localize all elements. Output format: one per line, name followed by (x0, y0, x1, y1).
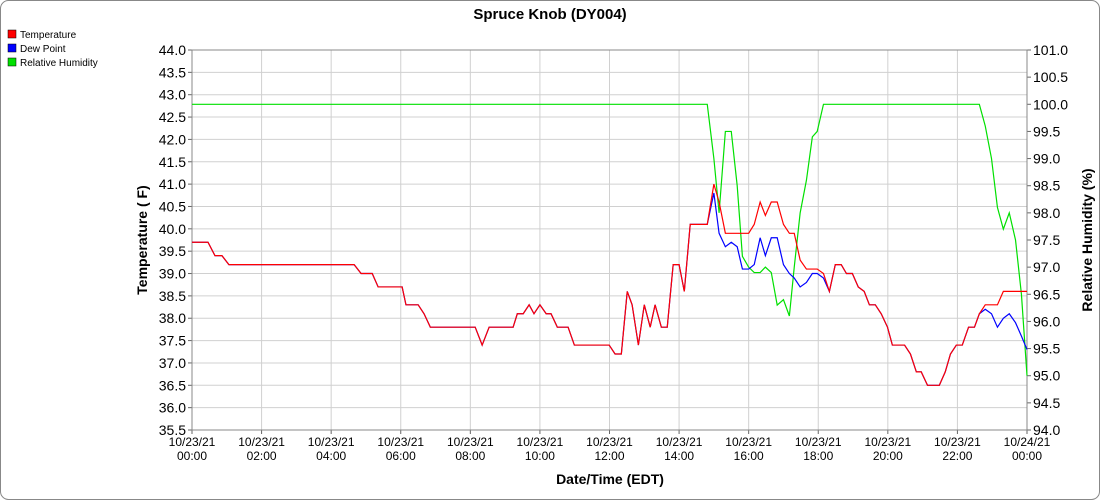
y-tick-label: 40.5 (159, 198, 186, 214)
x-tick-label: 10/23/21 22:00 (934, 435, 981, 463)
y2-tick-label: 95.0 (1033, 368, 1060, 384)
legend-label: Dew Point (20, 44, 66, 55)
y-tick-label: 36.5 (159, 377, 186, 393)
y-tick-label: 42.0 (159, 131, 186, 147)
y-tick-label: 41.5 (159, 154, 186, 170)
y-tick-label: 43.0 (159, 87, 186, 103)
y2-tick-label: 100.5 (1033, 69, 1068, 85)
y-axis-title: Temperature ( F) (134, 185, 150, 294)
x-tick-label: 10/23/21 08:00 (447, 435, 494, 463)
y-tick-label: 42.5 (159, 109, 186, 125)
y2-tick-label: 96.5 (1033, 286, 1060, 302)
chart-title: Spruce Knob (DY004) (473, 6, 626, 23)
series-line (192, 103, 1028, 376)
y-tick-label: 43.5 (159, 64, 186, 80)
y-tick-label: 38.5 (159, 288, 186, 304)
x-tick-label: 10/23/21 14:00 (656, 435, 703, 463)
x-tick-label: 10/23/21 20:00 (864, 435, 911, 463)
y2-tick-label: 97.0 (1033, 259, 1060, 275)
y2-tick-label: 98.0 (1033, 205, 1060, 221)
y2-tick-label: 94.5 (1033, 395, 1060, 411)
x-tick-label: 10/23/21 16:00 (725, 435, 772, 463)
y2-tick-label: 96.0 (1033, 313, 1060, 329)
y-tick-label: 35.5 (159, 422, 186, 438)
y2-tick-label: 100.0 (1033, 96, 1068, 112)
x-axis-title: Date/Time (EDT) (556, 471, 664, 487)
plot-frame (191, 49, 1028, 431)
y2-tick-label: 99.0 (1033, 151, 1060, 167)
x-tick-label: 10/24/21 00:00 (1004, 435, 1051, 463)
y2-tick-label: 99.5 (1033, 123, 1060, 139)
y-tick-label: 39.5 (159, 243, 186, 259)
series-line (192, 183, 1027, 386)
y2-axis-title: Relative Humidity (%) (1079, 168, 1095, 311)
y2-tick-label: 97.5 (1033, 232, 1060, 248)
legend-swatch (7, 29, 17, 39)
y-tick-label: 41.0 (159, 176, 186, 192)
y-tick-label: 40.0 (159, 221, 186, 237)
x-tick-label: 10/23/21 04:00 (308, 435, 355, 463)
x-tick-label: 10/23/21 10:00 (517, 435, 564, 463)
y2-tick-label: 95.5 (1033, 341, 1060, 357)
y-tick-label: 39.0 (159, 266, 186, 282)
y-tick-label: 37.5 (159, 333, 186, 349)
y-tick-label: 37.0 (159, 355, 186, 371)
y2-tick-label: 94.0 (1033, 422, 1060, 438)
legend-label: Relative Humidity (20, 58, 98, 69)
y-tick-label: 44.0 (159, 42, 186, 58)
y2-tick-label: 101.0 (1033, 42, 1068, 58)
y2-tick-label: 98.5 (1033, 178, 1060, 194)
x-tick-label: 10/23/21 02:00 (238, 435, 285, 463)
legend-label: Temperature (20, 30, 77, 41)
x-tick-label: 10/23/21 12:00 (586, 435, 633, 463)
x-tick-label: 10/23/21 00:00 (169, 435, 216, 463)
legend-swatch (7, 43, 17, 53)
x-tick-label: 10/23/21 06:00 (377, 435, 424, 463)
legend-swatch (7, 57, 17, 67)
x-tick-label: 10/23/21 18:00 (795, 435, 842, 463)
y-tick-label: 38.0 (159, 310, 186, 326)
y-tick-label: 36.0 (159, 400, 186, 416)
